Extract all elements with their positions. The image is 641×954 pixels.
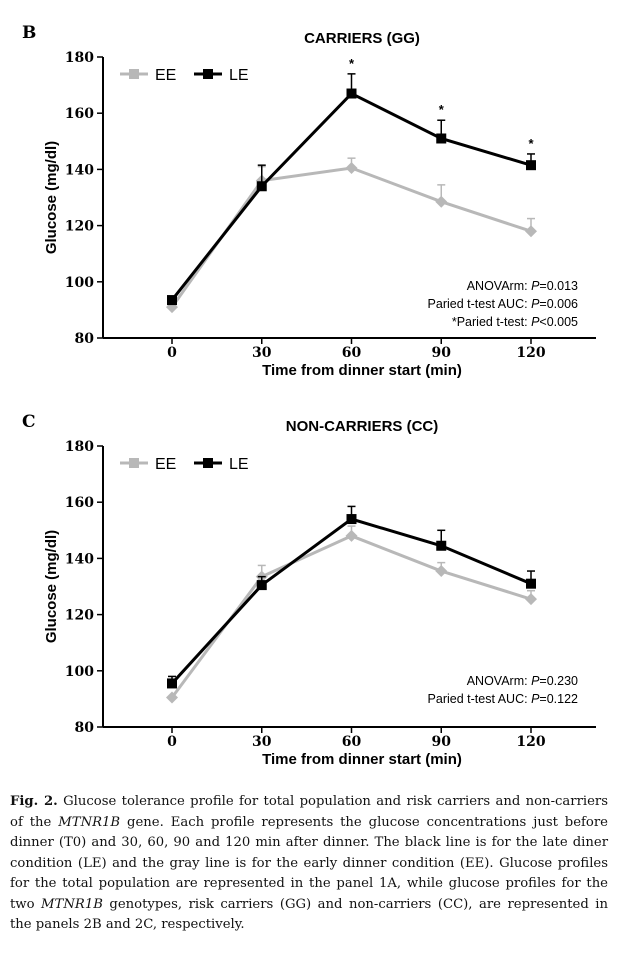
figure-caption: Fig. 2. Glucose tolerance profile for to… [10,792,608,936]
data-point-le [346,514,357,525]
stat-value: =0.013 [539,279,578,293]
stat-annotation: ANOVArm: P=0.013 [467,279,578,293]
stat-annotation: Paried t-test AUC: P=0.122 [428,692,578,706]
data-point-ee [435,565,448,578]
significance-star: * [349,56,355,71]
y-axis-title: Glucose (mg/dl) [43,141,60,254]
stat-p-symbol: P [531,297,540,311]
significance-star: * [439,102,445,117]
data-point-ee [166,691,178,704]
stat-p-symbol: P [531,315,540,329]
x-tick-label: 30 [252,734,272,750]
y-tick-label: 120 [65,219,94,235]
figure-svg: B CARRIERS (GG) 80 100 120 140 160 180 0 30 60 90 12… [22,23,596,768]
series-line-le [170,91,532,301]
x-axis-title: Time from dinner start (min) [262,751,462,768]
caption-text: Glucose tolerance profile for total popu… [10,794,608,830]
data-point-le [436,540,447,551]
y-tick-label: 120 [65,608,94,624]
legend-label: EE [155,456,176,473]
y-tick-label: 180 [65,50,94,66]
legend-marker [129,458,139,468]
caption-text: gene. Each profile represents the glucos… [10,814,608,912]
caption-label: Fig. 2. [10,794,58,809]
series-le [167,73,536,306]
significance-star: * [528,136,534,151]
caption-body: Glucose tolerance profile for total popu… [10,794,608,932]
panel-letter: B [22,23,36,43]
stat-label: Paried t-test AUC: [428,692,532,706]
y-tick-label: 160 [65,106,94,122]
series-line-le [170,517,532,685]
legend-marker [203,458,213,468]
y-tick-label: 140 [65,162,94,178]
data-point-le [256,181,267,192]
data-point-le [526,160,536,171]
stat-value: =0.230 [539,674,578,688]
x-tick-label: 60 [342,734,362,750]
stat-value: =0.006 [539,297,578,311]
panel-letter: C [22,412,36,432]
legend-marker [203,69,213,79]
stat-p-symbol: P [531,692,540,706]
stat-label: ANOVArm: [467,674,531,688]
legend-label: LE [229,67,249,84]
legend-label: LE [229,456,249,473]
series-le [167,505,536,689]
data-point-ee [525,225,537,238]
legend-entry-le: LE [194,67,249,84]
stat-p-symbol: P [531,674,540,688]
caption-gene-name: MTNR1B [41,896,103,912]
caption-text: genotypes, risk carriers (GG) and non-ca… [10,896,608,933]
legend-entry-ee: EE [120,67,176,84]
stat-label: ANOVArm: [467,279,531,293]
y-tick-label: 80 [75,720,95,736]
x-axis-title: Time from dinner start (min) [262,362,462,379]
y-tick-label: 180 [65,439,94,455]
data-point-ee [345,161,358,174]
x-tick-label: 120 [516,734,545,750]
x-tick-label: 120 [516,345,545,361]
chart-panel-b: B CARRIERS (GG) 80 100 120 140 160 180 0 30 60 90 12… [22,23,596,379]
data-point-le [167,295,177,306]
chart-title: NON-CARRIERS (CC) [286,418,439,435]
legend-marker [129,69,139,79]
x-tick-label: 60 [342,345,362,361]
stat-label: Paried t-test AUC: [428,297,532,311]
legend-label: EE [155,67,176,84]
x-tick-label: 90 [432,734,452,750]
stat-label: *Paried t-test: [452,315,531,329]
stat-value: <0.005 [539,315,578,329]
caption-gene-name: MTNR1B [58,814,121,830]
y-tick-label: 100 [65,275,94,291]
legend-entry-le: LE [194,456,249,473]
y-tick-label: 160 [65,495,94,511]
y-tick-label: 140 [65,551,94,567]
chart-panel-c: C NON-CARRIERS (CC) 80 100 120 140 160 180 0 30 60… [22,412,596,768]
x-tick-label: 0 [167,734,177,750]
y-tick-label: 100 [65,664,94,680]
y-axis-title: Glucose (mg/dl) [43,530,60,643]
data-point-le [436,133,447,144]
y-tick-label: 80 [75,331,95,347]
stat-annotation: ANOVArm: P=0.230 [467,674,578,688]
legend-entry-ee: EE [120,456,176,473]
data-point-le [167,678,177,689]
stat-p-symbol: P [531,279,540,293]
x-tick-label: 30 [252,345,272,361]
x-tick-label: 0 [167,345,177,361]
stat-annotation: Paried t-test AUC: P=0.006 [428,297,578,311]
data-point-le [346,88,357,99]
x-tick-label: 90 [432,345,452,361]
data-point-ee [435,195,448,208]
stat-annotation: *Paried t-test: P<0.005 [452,315,578,329]
chart-title: CARRIERS (GG) [304,30,420,47]
data-point-ee [525,593,537,606]
data-point-le [526,578,536,589]
stat-value: =0.122 [539,692,578,706]
data-point-ee [345,529,358,542]
data-point-le [256,580,267,591]
